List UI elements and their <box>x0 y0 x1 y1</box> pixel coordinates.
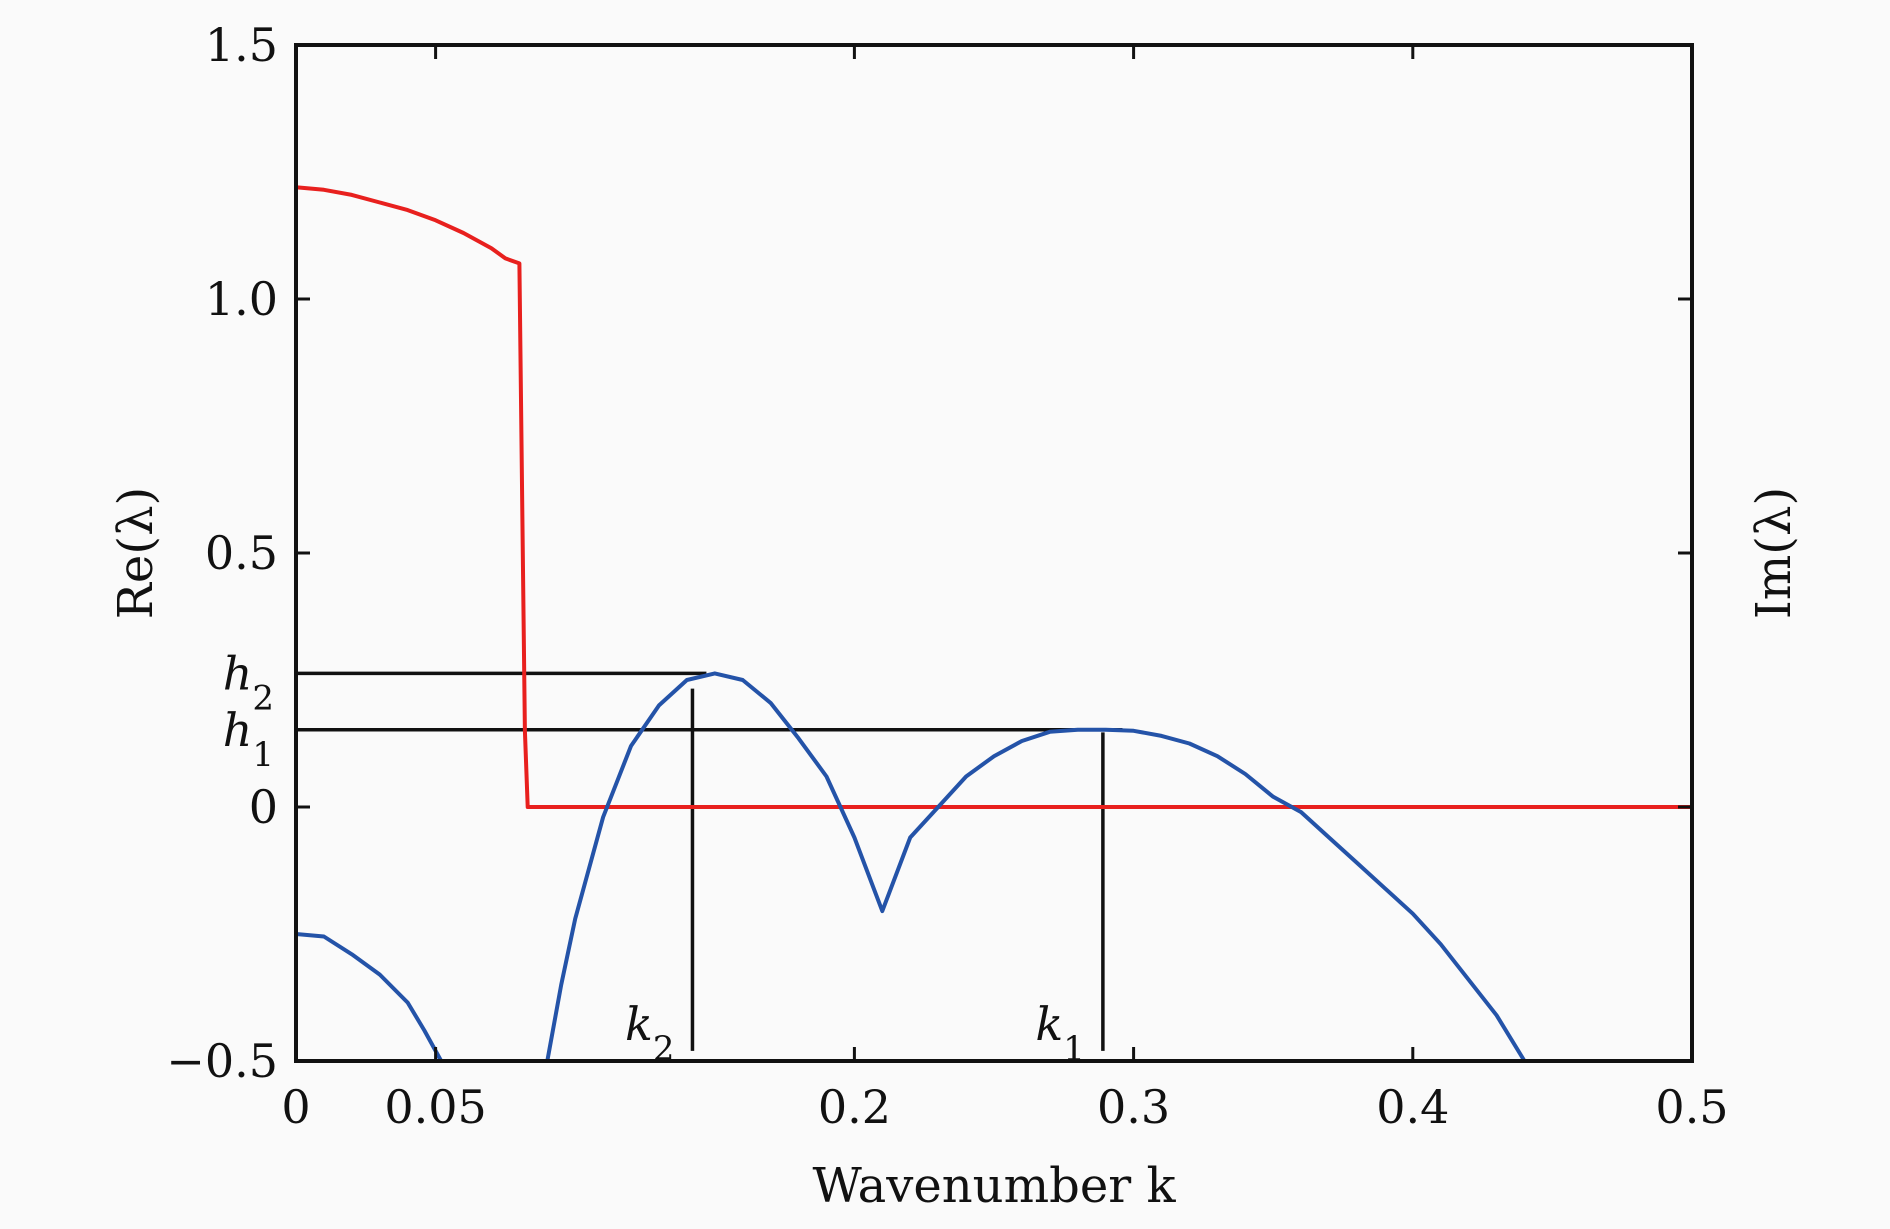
x-axis-title: Wavenumber k <box>812 1158 1176 1214</box>
annotation-k2: k2 <box>625 997 675 1069</box>
y-tick-label: 1.0 <box>205 272 278 326</box>
axis-ticks <box>294 43 1694 1063</box>
annotation-h1: h1 <box>223 703 274 775</box>
annotation-k1: k1 <box>1035 997 1085 1069</box>
y-tick-label: 0 <box>249 780 278 834</box>
y-axis-title-right: Im(λ) <box>1746 487 1802 619</box>
y-tick-label: 1.5 <box>205 18 278 72</box>
x-tick-label: 0.3 <box>1097 1080 1170 1134</box>
x-tick-label: 0.4 <box>1376 1080 1449 1134</box>
x-tick-label: 0.2 <box>818 1080 891 1134</box>
x-tick-label: 0.5 <box>1655 1080 1728 1134</box>
y-tick-label: −0.5 <box>166 1034 278 1088</box>
x-tick-label: 0.05 <box>384 1080 486 1134</box>
series-line-2 <box>295 932 443 1062</box>
y-tick-label: 0.5 <box>205 526 278 580</box>
series-line-1 <box>295 185 1692 809</box>
tick-labels: 0 0.05 0.2 0.3 0.4 0.51.51.00.50−0.5 <box>166 18 1728 1134</box>
annotation-h2: h2 <box>223 646 274 718</box>
x-tick-label: 0 <box>281 1080 310 1134</box>
y-axis-title-left: Re(λ) <box>108 487 164 619</box>
plot-content <box>295 185 1692 1063</box>
series-line-3 <box>545 671 1527 1063</box>
